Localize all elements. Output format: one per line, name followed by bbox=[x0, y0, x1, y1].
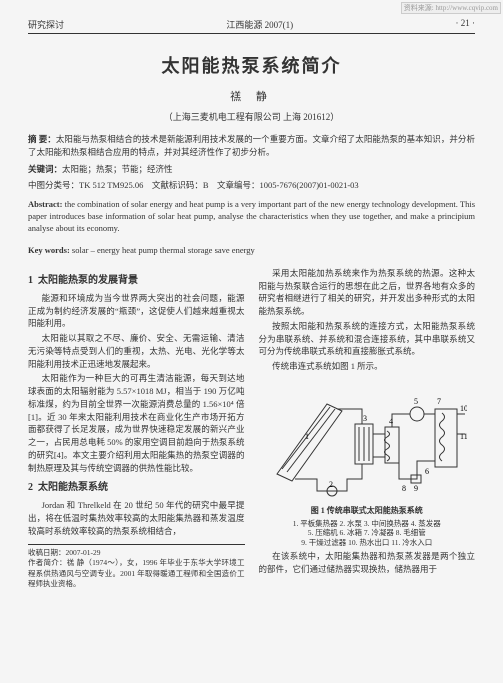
artno: 1005-7676(2007)01-0021-03 bbox=[260, 180, 359, 190]
journal-header: 研究探讨 江西能源 2007(1) · 21 · bbox=[28, 18, 475, 34]
clc: TK 512 TM925.06 bbox=[79, 180, 143, 190]
legend-line: 5. 压缩机 6. 冰箱 7. 冷凝器 8. 毛细管 bbox=[259, 528, 476, 538]
section-2-num: 2 bbox=[28, 482, 33, 493]
affiliation: （上海三麦机电工程有限公司 上海 201612） bbox=[28, 110, 475, 123]
watermark: 资料来源: http://www.cqvip.com bbox=[401, 2, 501, 14]
paragraph: 传统串连式系统如图 1 所示。 bbox=[259, 360, 476, 373]
abstract-cn-label: 摘 要： bbox=[28, 134, 56, 144]
legend-line: 9. 干燥过滤器 10. 热水出口 11. 冷水入口 bbox=[259, 538, 476, 548]
keywords-en-label: Key words: bbox=[28, 245, 70, 255]
paragraph: 太阳能以其取之不尽、廉价、安全、无需运输、清洁无污染等特点受到人们的重视，太热、… bbox=[28, 332, 245, 370]
bio-label: 作者简介： bbox=[28, 558, 67, 567]
paragraph: 能源和环境成为当今世界两大突出的社会问题，能源正成为制约经济发展的“瓶颈”，这促… bbox=[28, 292, 245, 330]
section-1-heading: 1 太阳能热泵的发展背景 bbox=[28, 273, 245, 288]
right-column: 采用太阳能加热系统来作为热泵系统的热源。这种太阳能与热泵联合运行的思想在此之后，… bbox=[259, 267, 476, 590]
fig-label: 8 bbox=[402, 484, 406, 493]
doccode-label: 文献标识码： bbox=[152, 180, 203, 190]
footer: 收稿日期：2007-01-29 作者简介：禚 静（1974～），女，1996 年… bbox=[28, 544, 245, 590]
paragraph: 太阳能作为一种巨大的可再生清洁能源，每天到达地球表面的太阳辐射能为 5.57×1… bbox=[28, 372, 245, 474]
recv-label: 收稿日期： bbox=[28, 548, 66, 557]
abstract-cn: 摘 要：太阳能与热泵相结合的技术是新能源利用技术发展的一个重要方面。文章介绍了太… bbox=[28, 133, 475, 159]
paragraph: 采用太阳能加热系统来作为热泵系统的热源。这种太阳能与热泵联合运行的思想在此之后，… bbox=[259, 267, 476, 318]
header-left: 研究探讨 bbox=[28, 18, 64, 31]
fig-label: 7 bbox=[437, 397, 441, 406]
figure-1-caption: 图 1 传统串联式太阳能热泵系统 bbox=[259, 505, 476, 517]
fig-label: 6 bbox=[425, 467, 429, 476]
section-2-heading: 2 太阳能热泵系统 bbox=[28, 480, 245, 495]
author: 禚 静 bbox=[28, 88, 475, 104]
doccode: B bbox=[203, 180, 209, 190]
figure-1: 1 2 3 4 5 6 7 8 9 10 11 图 1 传统串联式太阳能热泵系统… bbox=[259, 379, 476, 548]
figure-1-svg: 1 2 3 4 5 6 7 8 9 10 11 bbox=[267, 379, 467, 499]
keywords-cn-text: 太阳能；热泵；节能；经济性 bbox=[62, 164, 173, 174]
keywords-en: Key words: solar – energy heat pump ther… bbox=[28, 245, 475, 257]
keywords-cn-label: 关键词： bbox=[28, 164, 62, 174]
abstract-en-label: Abstract: bbox=[28, 199, 62, 209]
left-column: 1 太阳能热泵的发展背景 能源和环境成为当今世界两大突出的社会问题，能源正成为制… bbox=[28, 267, 245, 590]
paragraph: 按照太阳能和热泵系统的连接方式，太阳能热泵系统分为串联系统、并系统和混合连接系统… bbox=[259, 320, 476, 358]
fig-label: 1 bbox=[305, 432, 309, 441]
fig-label: 10 bbox=[460, 404, 467, 413]
abstract-en-text: the combination of solar energy and heat… bbox=[28, 199, 475, 233]
body-columns: 1 太阳能热泵的发展背景 能源和环境成为当今世界两大突出的社会问题，能源正成为制… bbox=[28, 267, 475, 590]
fig-label: 5 bbox=[414, 397, 418, 406]
clc-label: 中图分类号： bbox=[28, 180, 79, 190]
recv-date: 2007-01-29 bbox=[66, 548, 101, 557]
fig-label: 4 bbox=[389, 417, 393, 426]
header-right: · 21 · bbox=[455, 18, 475, 31]
fig-label: 2 bbox=[329, 480, 333, 489]
fig-label: 9 bbox=[414, 484, 418, 493]
artno-label: 文章编号： bbox=[217, 180, 260, 190]
header-center: 江西能源 2007(1) bbox=[226, 18, 293, 31]
fig-label: 11 bbox=[460, 432, 467, 441]
section-1-num: 1 bbox=[28, 275, 33, 286]
legend-line: 1. 平板集热器 2. 水泵 3. 中间换热器 4. 蒸发器 bbox=[259, 519, 476, 529]
abstract-en: Abstract: the combination of solar energ… bbox=[28, 199, 475, 235]
paragraph: Jordan 和 Threlkeld 在 20 世纪 50 年代的研究中最早提出… bbox=[28, 499, 245, 537]
paper-title: 太阳能热泵系统简介 bbox=[28, 52, 475, 78]
section-2-title: 太阳能热泵系统 bbox=[38, 482, 108, 493]
keywords-cn: 关键词：太阳能；热泵；节能；经济性 bbox=[28, 163, 475, 176]
section-1-title: 太阳能热泵的发展背景 bbox=[38, 275, 138, 286]
classification-line: 中图分类号：TK 512 TM925.06 文献标识码：B 文章编号：1005-… bbox=[28, 179, 475, 191]
keywords-en-text: solar – energy heat pump thermal storage… bbox=[72, 245, 255, 255]
paragraph: 在该系统中，太阳能集热器和热泵蒸发器是两个独立的部件，它们通过储热器实现换热，储… bbox=[259, 550, 476, 576]
figure-1-legend: 1. 平板集热器 2. 水泵 3. 中间换热器 4. 蒸发器 5. 压缩机 6.… bbox=[259, 519, 476, 548]
abstract-cn-text: 太阳能与热泵相结合的技术是新能源利用技术发展的一个重要方面。文章介绍了太阳能热泵… bbox=[28, 134, 475, 157]
fig-label: 3 bbox=[363, 414, 367, 423]
